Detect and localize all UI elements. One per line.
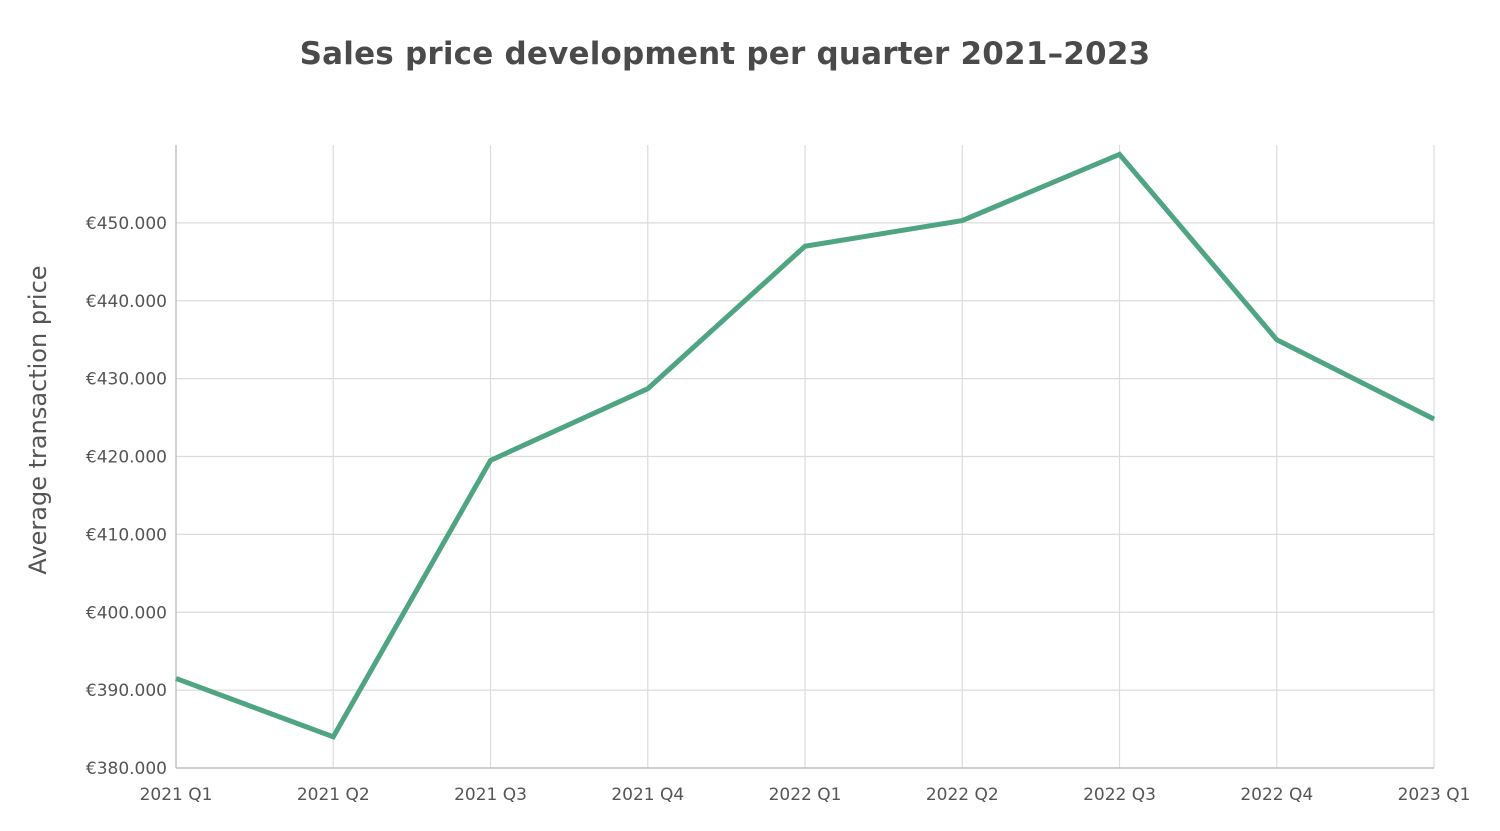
axes (175, 145, 1434, 769)
x-tick-label: 2022 Q3 (1083, 785, 1156, 805)
y-axis-title: Average transaction price (24, 265, 52, 574)
y-tick-label: €400.000 (86, 603, 167, 623)
x-tick-label: 2021 Q2 (297, 785, 370, 805)
y-tick-label: €390.000 (86, 681, 167, 701)
grid-lines (176, 145, 1435, 768)
y-tick-label: €440.000 (86, 292, 167, 312)
chart-title: Sales price development per quarter 2021… (299, 36, 1151, 72)
y-tick-labels: €380.000 €390.000 €400.000 €410.000 €420.000… (86, 214, 167, 779)
x-tick-label: 2021 Q4 (611, 785, 684, 805)
x-tick-label: 2022 Q2 (926, 785, 999, 805)
y-tick-label: €410.000 (86, 525, 167, 545)
x-tick-label: 2022 Q1 (769, 785, 842, 805)
series-lines (175, 151, 1436, 740)
x-tick-labels: 2021 Q1 2021 Q2 2021 Q3 2021 Q4 2022 Q1 2022 … (140, 785, 1471, 805)
y-tick-label: €420.000 (86, 448, 167, 468)
y-tick-label: €380.000 (86, 759, 167, 779)
y-tick-label: €430.000 (86, 370, 167, 390)
x-tick-label: 2022 Q4 (1240, 785, 1313, 805)
x-tick-label: 2021 Q3 (454, 785, 527, 805)
x-tick-label: 2023 Q1 (1398, 785, 1471, 805)
y-tick-label: €450.000 (86, 214, 167, 234)
x-tick-label: 2021 Q1 (140, 785, 213, 805)
